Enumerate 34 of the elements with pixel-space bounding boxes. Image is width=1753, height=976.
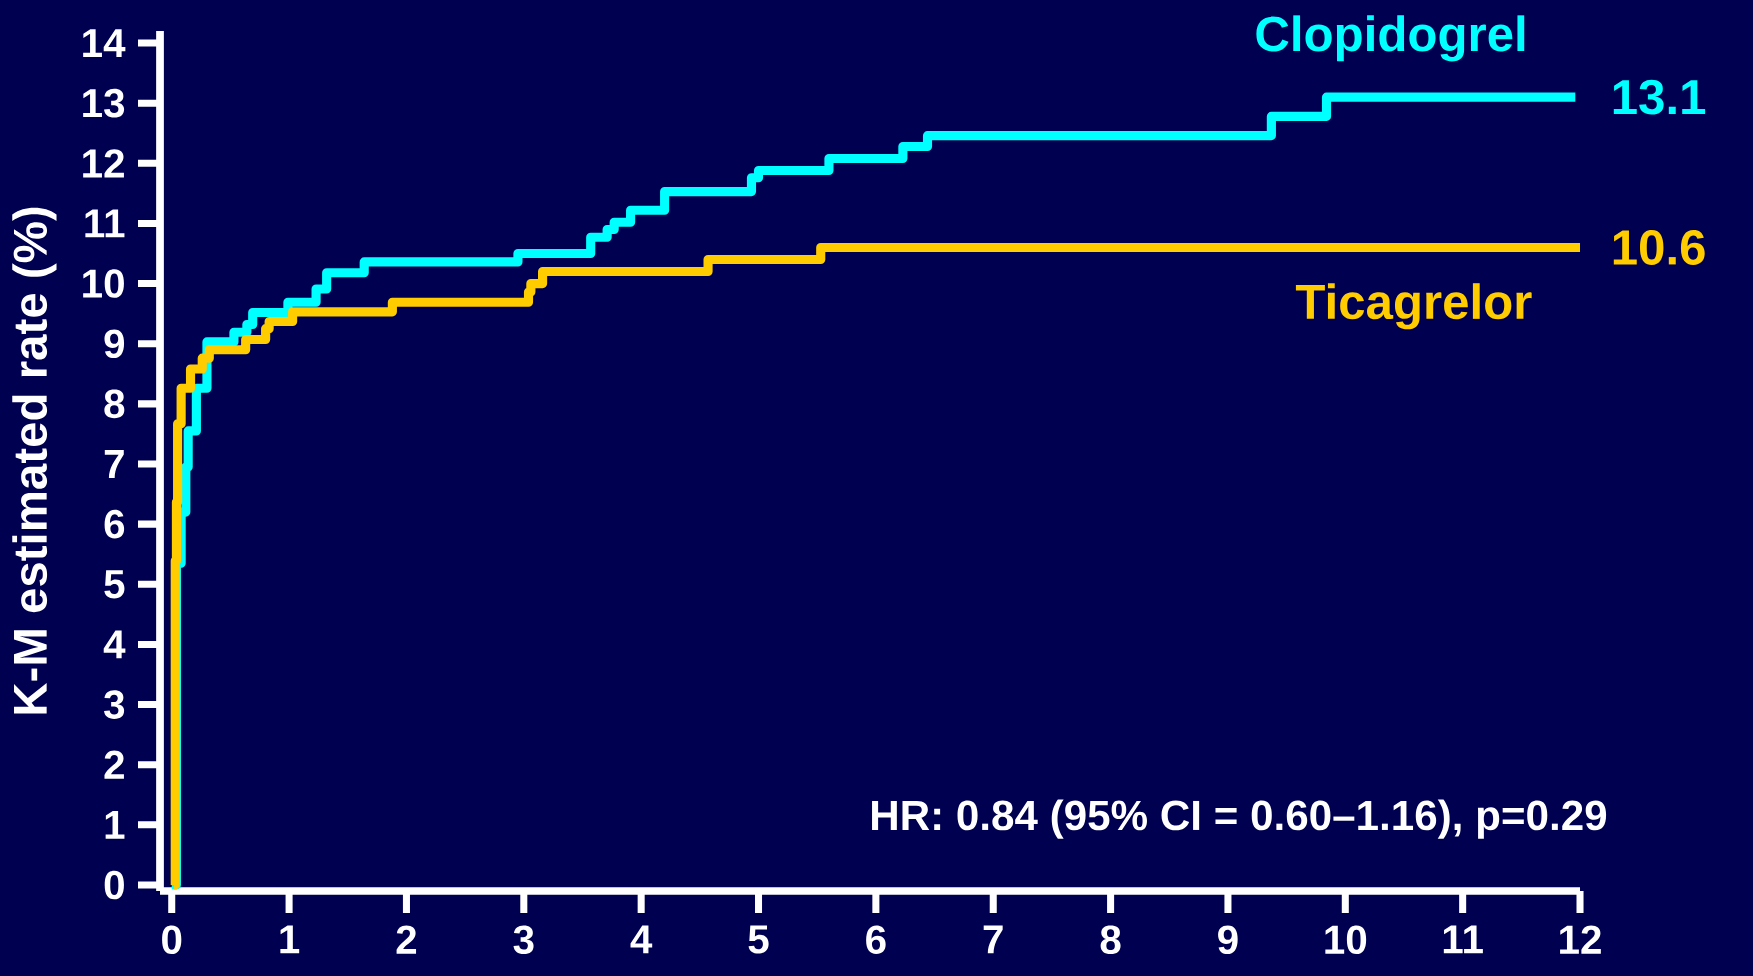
- x-tick-label: 0: [162, 925, 182, 955]
- x-tick-label: 9: [1218, 925, 1238, 955]
- y-tick-label: 3: [104, 690, 125, 719]
- x-tick-label: 1: [280, 925, 300, 954]
- y-tick-label: 6: [104, 509, 125, 539]
- y-tick-label: 0: [104, 870, 124, 900]
- x-tick-label: 7: [983, 925, 1003, 954]
- x-tick-label: 3: [513, 925, 534, 955]
- y-tick-label: 13: [83, 88, 125, 118]
- y-tick-label: 14: [83, 29, 126, 57]
- x-tick-label: 11: [1443, 925, 1483, 954]
- y-tick-label: 10: [83, 269, 124, 298]
- y-tick-label: 4: [103, 630, 126, 659]
- annotation: 10.6: [1613, 230, 1705, 265]
- y-tick-label: 11: [85, 209, 125, 238]
- series-label: Ticagrelor: [1295, 283, 1532, 330]
- y-tick-label: 7: [104, 450, 124, 478]
- y-tick-label: 8: [104, 389, 125, 419]
- x-tick-label: 2: [396, 925, 417, 954]
- y-tick-label: 9: [104, 329, 125, 359]
- series-label: Clopidogrel: [1256, 15, 1525, 62]
- x-tick-label: 5: [748, 925, 769, 954]
- annotation: 13.1: [1613, 79, 1706, 115]
- y-axis-title: K-M estimated rate (%): [12, 207, 57, 714]
- x-tick-label: 4: [630, 925, 653, 954]
- x-tick-label: 6: [866, 925, 886, 955]
- y-tick-label: 1: [105, 810, 125, 839]
- y-tick-label: 12: [83, 149, 124, 178]
- x-tick-label: 12: [1560, 925, 1601, 954]
- x-tick-label: 10: [1325, 925, 1367, 955]
- y-tick-label: 2: [104, 750, 124, 779]
- y-tick-label: 5: [104, 570, 125, 599]
- x-tick-label: 8: [1100, 925, 1121, 955]
- annotation: HR: 0.84 (95% CI = 0.60–1.16), p=0.29: [872, 799, 1607, 839]
